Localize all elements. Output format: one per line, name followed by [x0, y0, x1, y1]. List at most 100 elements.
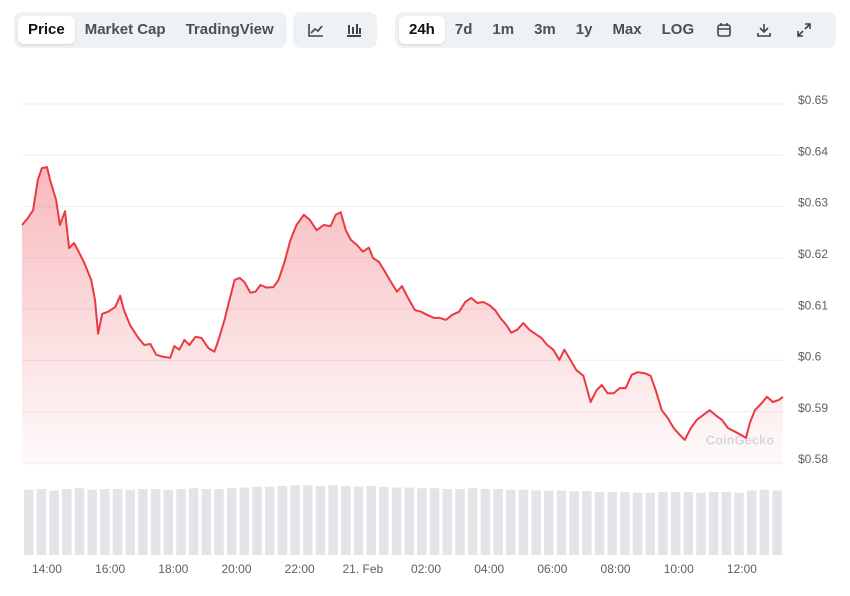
view-tabs: Price Market Cap TradingView — [14, 12, 287, 48]
x-tick-label: 20:00 — [221, 562, 251, 576]
y-tick-label: $0.64 — [798, 144, 828, 158]
volume-bar — [277, 486, 288, 555]
volume-bar — [632, 492, 643, 555]
x-tick-label: 21. Feb — [343, 562, 384, 576]
volume-bar — [480, 489, 491, 555]
watermark: CoinGecko — [706, 432, 775, 447]
volume-bar — [87, 489, 97, 555]
volume-bar — [594, 492, 605, 555]
y-tick-label: $0.58 — [798, 452, 828, 466]
volume-bar — [569, 491, 579, 555]
icon — [717, 23, 731, 37]
x-tick-label: 02:00 — [411, 562, 441, 576]
volume-bar — [138, 489, 148, 555]
range-buttons: 24h 7d 1m 3m 1y Max LOG — [399, 16, 704, 44]
y-tick-label: $0.6 — [798, 350, 822, 364]
volume-bar — [226, 488, 237, 555]
volume-bar — [150, 489, 161, 555]
x-tick-label: 10:00 — [664, 562, 694, 576]
volume-bar — [518, 489, 529, 555]
tab-button[interactable]: 1m — [492, 21, 515, 38]
volume-bar — [746, 490, 757, 555]
expand-icon[interactable] — [784, 16, 824, 44]
volume-bar — [772, 490, 782, 555]
icon — [308, 24, 323, 37]
x-tick-label: 08:00 — [601, 562, 631, 576]
download-icon[interactable] — [744, 16, 784, 44]
tab-button[interactable]: 24h — [399, 16, 445, 44]
tab-button[interactable]: 3m — [534, 21, 556, 38]
volume-bar — [214, 489, 224, 555]
volume-bar — [455, 489, 465, 555]
volume-bar — [112, 489, 123, 555]
y-tick-label: $0.62 — [798, 247, 828, 261]
volume-bar — [493, 489, 503, 555]
icon — [347, 24, 361, 37]
volume-bar — [721, 492, 732, 555]
tab-button[interactable]: 7d — [454, 21, 473, 38]
x-tick-label: 06:00 — [537, 562, 567, 576]
tab-button[interactable]: Price — [18, 16, 75, 44]
volume-bar — [417, 488, 427, 555]
volume-bar — [429, 488, 440, 555]
tab-button[interactable]: LOG — [661, 21, 695, 38]
volume-bar — [658, 492, 668, 555]
x-tick-label: 18:00 — [158, 562, 188, 576]
x-tick-label: 14:00 — [32, 562, 62, 576]
x-tick-label: 22:00 — [285, 562, 315, 576]
y-tick-label: $0.65 — [798, 93, 828, 107]
volume-bar — [620, 492, 630, 555]
volume-bar — [239, 487, 250, 555]
range-tabs: 24h 7d 1m 3m 1y Max LOG — [395, 12, 836, 48]
volume-bar — [24, 489, 34, 555]
volume-bar — [544, 490, 554, 555]
volume-bar — [582, 491, 592, 555]
volume-bar — [379, 486, 389, 555]
volume-bar — [353, 486, 364, 555]
volume-bar — [201, 489, 212, 555]
volume-bar — [607, 492, 617, 555]
price-area — [22, 167, 783, 465]
volume-bar — [366, 486, 376, 555]
volume-bar — [49, 490, 59, 555]
volume-bar — [734, 492, 744, 555]
volume-bar — [62, 489, 72, 555]
volume-bar — [683, 492, 694, 555]
volume-bar — [505, 489, 516, 555]
volume-bar — [36, 489, 47, 555]
volume-bar — [176, 489, 186, 555]
volume-bar — [645, 492, 655, 555]
volume-bar — [188, 488, 199, 555]
line-chart-icon[interactable] — [297, 16, 335, 44]
volume-bar — [696, 492, 706, 555]
volume-bar — [303, 485, 313, 555]
x-tick-label: 16:00 — [95, 562, 125, 576]
icon — [797, 23, 811, 37]
volume-bar — [125, 489, 135, 555]
volume-bar — [252, 486, 262, 555]
volume-bar — [442, 489, 453, 555]
volume-bar — [670, 492, 681, 555]
y-tick-label: $0.63 — [798, 196, 828, 210]
tab-button[interactable]: 1y — [575, 21, 593, 38]
tab-button[interactable]: TradingView — [185, 21, 274, 38]
tab-button[interactable]: Max — [612, 21, 642, 38]
volume-bar — [264, 486, 275, 555]
volume-bar — [467, 488, 478, 555]
price-line — [21, 166, 784, 441]
y-tick-label: $0.61 — [798, 298, 828, 312]
x-tick-label: 12:00 — [727, 562, 757, 576]
volume-bar — [708, 492, 719, 555]
volume-bar — [328, 485, 338, 555]
volume-bar — [290, 485, 300, 555]
tab-button[interactable]: Market Cap — [84, 21, 166, 38]
volume-bar — [391, 487, 402, 555]
chart-style-tabs — [293, 12, 377, 48]
calendar-icon[interactable] — [704, 16, 744, 44]
volume-bar — [100, 489, 110, 555]
volume-bar — [341, 486, 351, 555]
volume-bar — [163, 489, 174, 555]
candle-chart-icon[interactable] — [335, 16, 373, 44]
